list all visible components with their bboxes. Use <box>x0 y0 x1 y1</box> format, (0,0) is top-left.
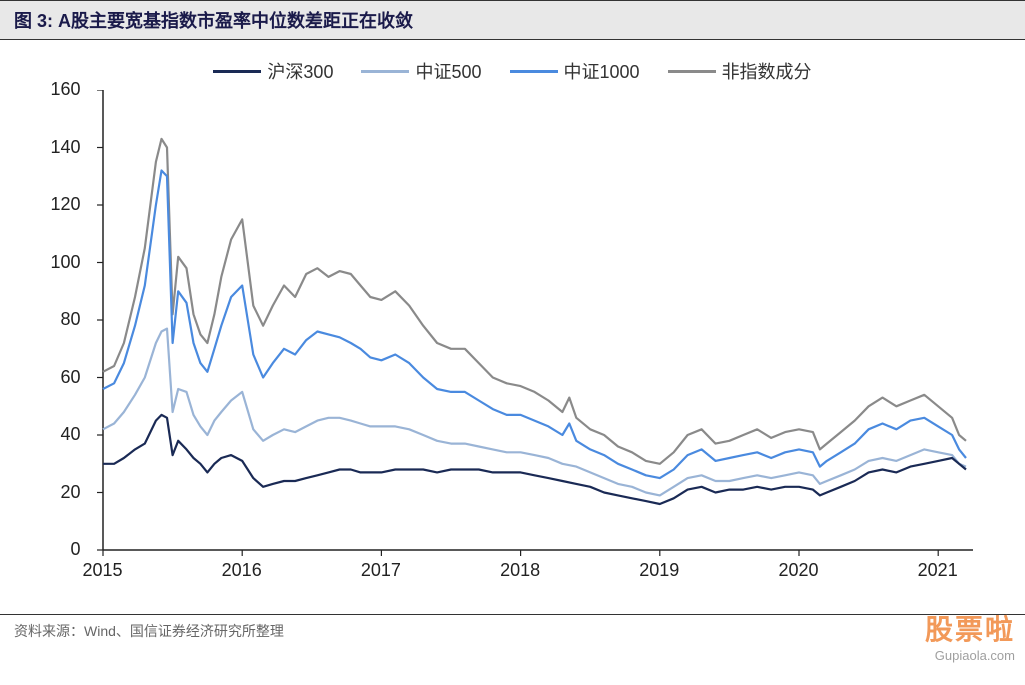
chart-legend: 沪深300 中证500 中证1000 非指数成分 <box>33 58 993 84</box>
y-tick-label: 80 <box>33 309 81 330</box>
y-tick-label: 140 <box>33 137 81 158</box>
legend-item: 非指数成分 <box>668 58 812 84</box>
legend-swatch <box>510 70 558 73</box>
watermark-url: Gupiaola.com <box>925 648 1015 663</box>
series-line <box>103 139 966 464</box>
chart-container: 沪深300 中证500 中证1000 非指数成分 0 20 40 60 80 100 120 140… <box>33 50 993 610</box>
legend-item: 中证500 <box>361 58 481 84</box>
y-tick-label: 60 <box>33 367 81 388</box>
legend-swatch <box>213 70 261 73</box>
x-tick-label: 2017 <box>361 560 401 581</box>
x-tick-label: 2021 <box>918 560 958 581</box>
y-tick-label: 20 <box>33 482 81 503</box>
figure-title: A股主要宽基指数市盈率中位数差距正在收敛 <box>58 11 413 31</box>
y-tick-label: 0 <box>33 539 81 560</box>
legend-label: 沪深300 <box>267 58 333 84</box>
source-text: 资料来源：Wind、国信证券经济研究所整理 <box>0 614 1025 641</box>
series-line <box>103 329 966 496</box>
chart-plot <box>33 90 993 600</box>
x-tick-label: 2018 <box>500 560 540 581</box>
series-line <box>103 415 966 504</box>
y-tick-label: 100 <box>33 252 81 273</box>
legend-label: 中证1000 <box>564 58 640 84</box>
legend-item: 沪深300 <box>213 58 333 84</box>
series-line <box>103 171 966 479</box>
legend-label: 非指数成分 <box>722 58 812 84</box>
legend-label: 中证500 <box>415 58 481 84</box>
x-tick-label: 2016 <box>222 560 262 581</box>
x-tick-label: 2015 <box>82 560 122 581</box>
legend-swatch <box>361 70 409 73</box>
legend-swatch <box>668 70 716 73</box>
legend-item: 中证1000 <box>510 58 640 84</box>
y-tick-label: 40 <box>33 424 81 445</box>
figure-number: 图 3: <box>14 11 53 31</box>
figure-title-bar: 图 3: A股主要宽基指数市盈率中位数差距正在收敛 <box>0 0 1025 40</box>
x-tick-label: 2020 <box>778 560 818 581</box>
x-tick-label: 2019 <box>639 560 679 581</box>
y-tick-label: 120 <box>33 194 81 215</box>
y-tick-label: 160 <box>33 79 81 100</box>
